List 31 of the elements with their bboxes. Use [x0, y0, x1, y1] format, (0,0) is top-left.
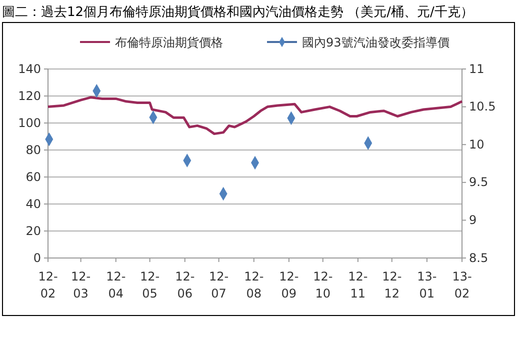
x-tick-label: 12-05	[140, 270, 160, 300]
y-tick-label: 80	[26, 142, 41, 157]
y2-tick-label: 8.5	[469, 250, 488, 265]
y-tick-label: 120	[18, 88, 41, 103]
x-tick-label: 12-04	[106, 270, 126, 300]
x-tick-label: 12-09	[279, 270, 299, 300]
x-tick-label: 12-06	[175, 270, 195, 300]
line-series	[46, 96, 464, 136]
x-tick-label: 12-10	[313, 270, 333, 300]
y2-tick-label: 10.5	[469, 100, 496, 114]
y-tick-label: 60	[26, 170, 41, 184]
y2-tick-label: 9.5	[469, 175, 488, 190]
chart-title: 圖二：過去12個月布倫特原油期貨價格和國內汽油價格走勢 （美元/桶、元/千克）	[2, 4, 474, 20]
x-tick-label: 12-02	[38, 270, 58, 300]
x-tick-label: 13-02	[452, 270, 472, 300]
x-tick-label: 12-07	[209, 270, 229, 300]
y-tick-label: 0	[33, 250, 41, 265]
y-tick-label: 40	[26, 196, 41, 211]
legend-label: 布倫特原油期貨價格	[115, 36, 223, 50]
legend-label: 國內93號汽油發改委指導價	[302, 36, 450, 50]
y-tick-label: 140	[18, 62, 41, 76]
x-tick-label: 12-11	[348, 270, 368, 300]
y-tick-label: 100	[18, 116, 41, 130]
x-tick-label: 12-08	[244, 270, 264, 300]
x-tick-label: 12-12	[382, 270, 402, 300]
y-tick-label: 20	[26, 224, 41, 238]
x-tick-label: 13-01	[417, 270, 437, 300]
y2-tick-label: 11	[469, 62, 484, 76]
y2-tick-label: 9	[469, 213, 477, 228]
x-tick-label: 12-03	[71, 270, 91, 300]
y2-tick-label: 10	[469, 137, 484, 152]
